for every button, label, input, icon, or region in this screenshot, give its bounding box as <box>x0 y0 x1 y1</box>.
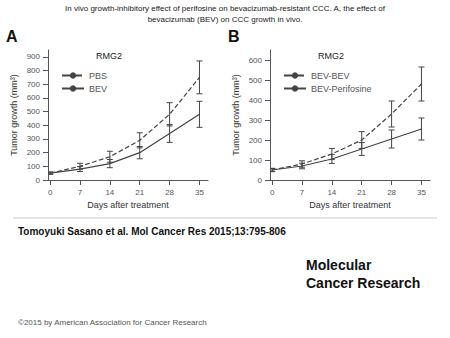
svg-text:B: B <box>228 28 240 45</box>
svg-text:900: 900 <box>27 52 41 61</box>
svg-text:400: 400 <box>249 96 263 105</box>
svg-text:7: 7 <box>78 188 83 197</box>
svg-text:800: 800 <box>27 66 41 75</box>
svg-text:Molecular: Molecular <box>306 257 372 273</box>
svg-text:300: 300 <box>249 116 263 125</box>
svg-text:14: 14 <box>105 188 114 197</box>
svg-text:Tomoyuki Sasano et al. Mol Can: Tomoyuki Sasano et al. Mol Cancer Res 20… <box>18 226 286 237</box>
svg-text:100: 100 <box>27 162 41 171</box>
svg-text:35: 35 <box>417 188 426 197</box>
svg-text:21: 21 <box>357 188 366 197</box>
svg-text:700: 700 <box>27 80 41 89</box>
svg-text:21: 21 <box>135 188 144 197</box>
svg-text:In vivo growth-inhibitory effe: In vivo growth-inhibitory effect of peri… <box>65 4 386 13</box>
svg-text:Tumor growth (mm³): Tumor growth (mm³) <box>231 74 241 156</box>
svg-text:200: 200 <box>249 136 263 145</box>
svg-text:Days after treatment: Days after treatment <box>87 200 169 210</box>
svg-text:Cancer Research: Cancer Research <box>306 275 420 291</box>
svg-text:PBS: PBS <box>89 71 107 81</box>
svg-text:14: 14 <box>327 188 336 197</box>
svg-text:500: 500 <box>27 107 41 116</box>
svg-text:Days after treatment: Days after treatment <box>309 200 391 210</box>
svg-text:©2015 by American Association: ©2015 by American Association for Cancer… <box>18 318 207 327</box>
svg-text:BEV-BEV: BEV-BEV <box>311 71 350 81</box>
svg-text:500: 500 <box>249 76 263 85</box>
svg-text:0: 0 <box>258 176 263 185</box>
svg-text:28: 28 <box>165 188 174 197</box>
svg-text:RMG2: RMG2 <box>318 51 344 61</box>
svg-text:bevacizumab (BEV) on CCC growt: bevacizumab (BEV) on CCC growth in vivo. <box>148 15 303 24</box>
svg-text:600: 600 <box>27 93 41 102</box>
svg-text:200: 200 <box>27 148 41 157</box>
svg-text:BEV-Perifosine: BEV-Perifosine <box>311 84 372 94</box>
svg-text:7: 7 <box>300 188 305 197</box>
svg-text:0: 0 <box>36 176 41 185</box>
svg-text:0: 0 <box>270 188 275 197</box>
svg-text:BEV: BEV <box>89 84 107 94</box>
svg-text:300: 300 <box>27 134 41 143</box>
svg-text:35: 35 <box>195 188 204 197</box>
svg-text:Tumor growth (mm³): Tumor growth (mm³) <box>9 74 19 156</box>
svg-text:400: 400 <box>27 121 41 130</box>
svg-text:A: A <box>6 28 18 45</box>
svg-text:RMG2: RMG2 <box>96 51 122 61</box>
svg-text:0: 0 <box>48 188 53 197</box>
svg-text:600: 600 <box>249 56 263 65</box>
svg-text:28: 28 <box>387 188 396 197</box>
svg-text:100: 100 <box>249 156 263 165</box>
